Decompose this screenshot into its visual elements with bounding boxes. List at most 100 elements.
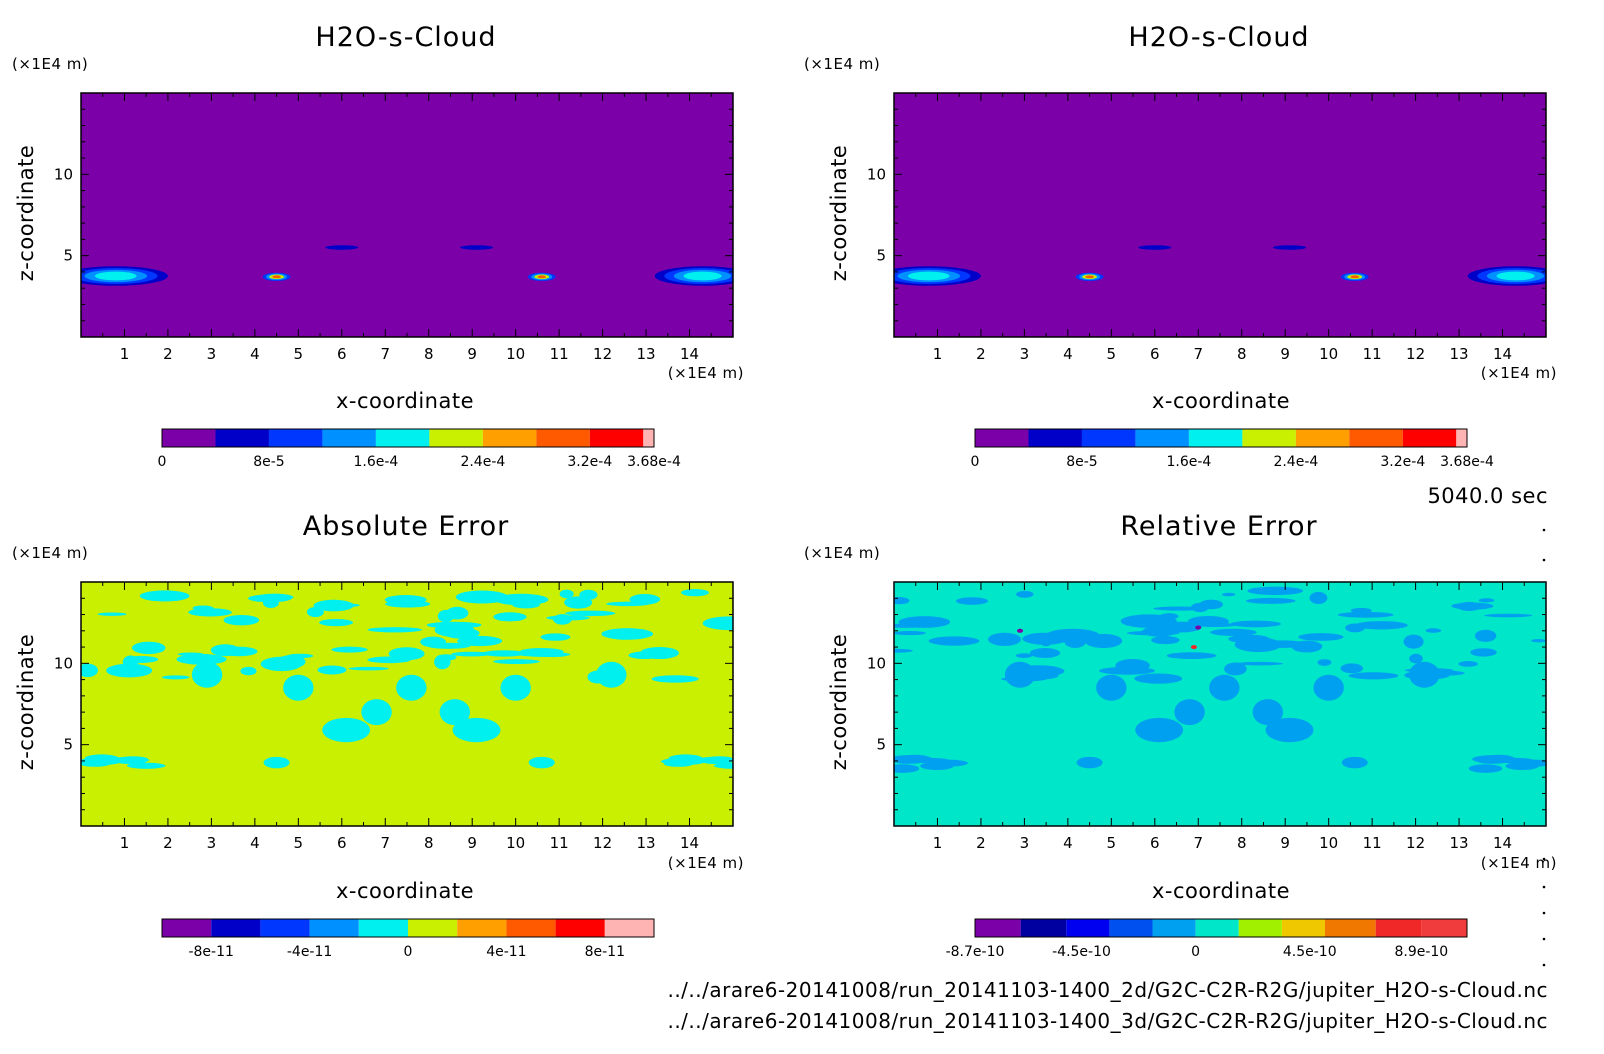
error-patch	[681, 589, 709, 597]
x-tick-label: 3	[1020, 834, 1030, 852]
error-patch	[1151, 636, 1180, 645]
x-tick-label: 7	[1193, 345, 1203, 363]
error-band	[894, 764, 920, 773]
error-blob	[1265, 717, 1314, 743]
error-patch	[1224, 662, 1247, 676]
error-patch	[1210, 628, 1257, 636]
error-patch	[894, 631, 926, 636]
x-axis-title: x-coordinate	[336, 389, 474, 413]
x-tick-label: 1	[933, 834, 943, 852]
y-axis-title: z-coordinate	[14, 145, 38, 282]
cloud-cell	[537, 275, 547, 279]
colorbar-label: 0	[971, 454, 980, 470]
error-band	[126, 762, 166, 769]
error-patch	[319, 619, 353, 627]
x-tick-label: 2	[163, 834, 173, 852]
error-blob	[263, 756, 290, 769]
error-blob	[1076, 756, 1103, 769]
error-patch	[1197, 622, 1237, 627]
error-patch	[1337, 611, 1394, 618]
colorbar-label: 0	[404, 944, 413, 960]
x-tick-label: 1	[120, 834, 130, 852]
error-patch	[559, 589, 574, 599]
x-tick-label: 4	[1063, 345, 1073, 363]
error-patch	[1354, 621, 1408, 630]
colorbar-segment	[408, 919, 458, 937]
error-patch	[162, 675, 190, 680]
error-patch	[348, 666, 389, 671]
edge-dot	[1542, 885, 1546, 889]
panel-title: Relative Error	[1120, 511, 1317, 542]
error-patch	[122, 655, 139, 669]
colorbar: -8.7e-10 -4.5e-10 0 4.5e-10 8.9e-10	[946, 918, 1468, 960]
colorbar-label: 0	[1191, 944, 1200, 960]
x-tick-label: 12	[1406, 834, 1425, 852]
x-tick-label: 7	[1193, 834, 1203, 852]
x-tick-label: 5	[1107, 345, 1117, 363]
error-band	[928, 759, 968, 767]
x-tick-label: 8	[1237, 345, 1247, 363]
heatmap-background	[81, 582, 733, 826]
colorbar-label: 3.2e-4	[1380, 454, 1425, 470]
error-patch	[1484, 613, 1533, 618]
error-patch	[1409, 661, 1440, 688]
error-patch	[894, 648, 913, 653]
colorbar-segment	[309, 919, 359, 937]
x-tick-label: 6	[1150, 345, 1160, 363]
error-patch	[1457, 601, 1481, 612]
error-band	[704, 756, 733, 762]
x-tick-label: 8	[424, 834, 434, 852]
error-patch	[131, 641, 166, 655]
edge-dot	[1542, 911, 1546, 915]
heatmap-background	[81, 93, 733, 337]
edge-dot	[1542, 937, 1546, 941]
x-tick-label: 6	[337, 345, 347, 363]
colorbar-segment	[1028, 429, 1082, 447]
y-tick-labels: 5 10	[867, 654, 886, 753]
panel-title: Absolute Error	[303, 511, 509, 542]
x-tick-label: 11	[1363, 834, 1382, 852]
colorbar-segment	[429, 429, 483, 447]
error-patch	[519, 648, 564, 656]
x-tick-label: 11	[550, 345, 569, 363]
colorbar-segment	[975, 429, 1029, 447]
x-tick-label: 12	[593, 834, 612, 852]
heatmap-background	[894, 93, 1546, 337]
error-patch	[396, 674, 427, 701]
x-tick-labels: 1 2 3 4 5 6 7 8 9 10 11 12 13 14	[933, 834, 1512, 852]
y-unit-label: (×1E4 m)	[12, 544, 88, 562]
colorbar-label: 1.6e-4	[353, 454, 398, 470]
error-patch	[317, 665, 347, 675]
cloud-layer	[683, 271, 722, 281]
error-band	[81, 761, 110, 767]
error-patch	[367, 656, 411, 664]
colorbar-segment	[1281, 919, 1325, 937]
colorbar-segment	[1238, 919, 1282, 937]
error-patch	[481, 650, 527, 657]
y-tick-label: 5	[876, 247, 886, 265]
y-unit-label: (×1E4 m)	[804, 544, 880, 562]
colorbar: -8e-11 -4e-11 0 4e-11 8e-11	[161, 918, 655, 960]
cloud-layer	[1496, 271, 1535, 281]
panel-title: H2O-s-Cloud	[315, 22, 496, 53]
error-patch	[1247, 586, 1304, 596]
colorbar-segment	[211, 919, 261, 937]
error-patch	[1099, 666, 1155, 675]
x-axis-title: x-coordinate	[1152, 389, 1290, 413]
colorbar-label: 8e-5	[1066, 454, 1097, 470]
x-tick-label: 4	[250, 834, 260, 852]
error-band	[663, 761, 693, 767]
edge-dot	[1542, 963, 1546, 967]
x-tick-label: 5	[294, 345, 304, 363]
colorbar-label: 1.6e-4	[1166, 454, 1211, 470]
error-patch	[240, 666, 257, 676]
x-tick-label: 1	[120, 345, 130, 363]
error-patch	[367, 627, 423, 633]
error-patch	[1096, 674, 1127, 701]
error-patch	[1317, 659, 1332, 666]
error-patch	[1478, 598, 1495, 603]
